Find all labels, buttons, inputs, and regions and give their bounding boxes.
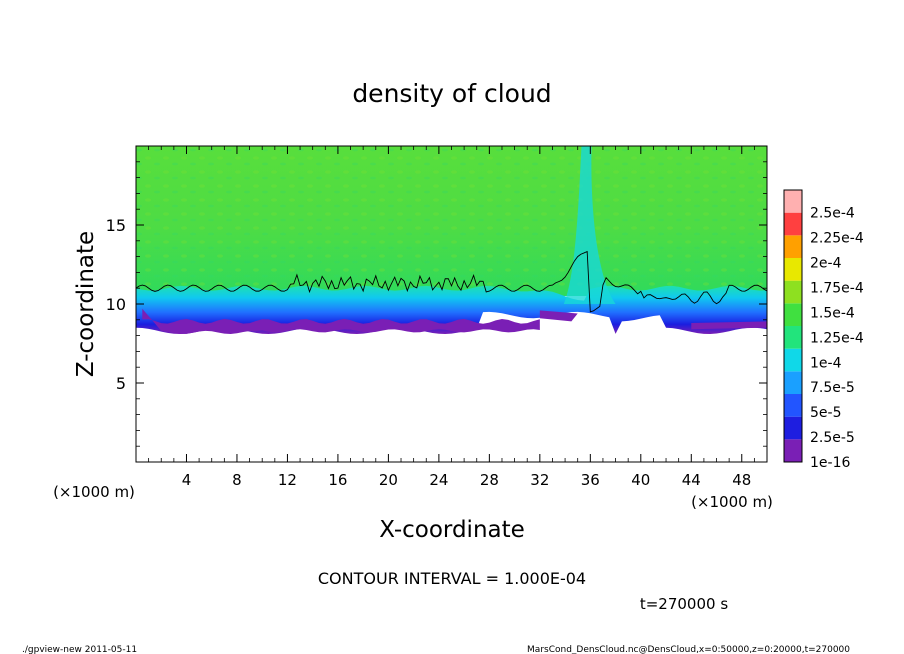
footer-left: ./gpview-new 2011-05-11 [22, 645, 137, 654]
colorbar-label: 1.75e-4 [810, 280, 864, 296]
x-axis-label: X-coordinate [379, 517, 525, 543]
colorbar-swatch [784, 416, 802, 440]
cloud-texture [136, 146, 767, 286]
x-tick-label: 8 [232, 471, 242, 489]
colorbar-label: 7.5e-5 [810, 380, 855, 396]
x-tick-label: 36 [581, 471, 600, 489]
x-tick-label: 44 [682, 471, 701, 489]
colorbar-label: 2e-4 [810, 256, 842, 272]
colorbar-swatch [784, 348, 802, 372]
colorbar-swatch [784, 303, 802, 326]
colorbar-label: 1.25e-4 [810, 330, 864, 346]
footer-right: MarsCond_DensCloud.nc@DensCloud,x=0:5000… [527, 645, 850, 654]
y-axis-ticks: 5 10 15 [106, 161, 767, 447]
cloud-base-layer [142, 308, 767, 334]
chart-title: density of cloud [352, 79, 551, 108]
y-tick-label: 15 [106, 216, 126, 235]
x-tick-label: 4 [182, 471, 192, 489]
cloud-top-contour [136, 250, 767, 313]
colorbar-label: 1e-16 [810, 455, 850, 471]
x-tick-label: 48 [732, 471, 751, 489]
y-axis-label: Z-coordinate [73, 231, 99, 377]
colorbar: 1e-16 2.5e-5 5e-5 7.5e-5 1e-4 1.25e-4 1.5e-4 1.… [783, 189, 864, 471]
colorbar-label: 2.25e-4 [810, 231, 864, 247]
plot-area [136, 146, 767, 335]
colorbar-label: 1e-4 [810, 355, 842, 371]
colorbar-swatch [784, 258, 802, 281]
colorbar-swatch [784, 326, 802, 349]
colorbar-label: 2.5e-5 [810, 430, 855, 446]
x-axis-unit: (×1000 m) [691, 493, 773, 511]
colorbar-label: 2.5e-4 [810, 206, 855, 222]
x-tick-label: 16 [328, 471, 347, 489]
x-tick-label: 24 [429, 471, 448, 489]
colorbar-label: 5e-5 [810, 405, 841, 421]
colorbar-swatch [784, 371, 802, 394]
x-tick-label: 32 [530, 471, 549, 489]
colorbar-label: 1.5e-4 [810, 305, 855, 321]
y-tick-label: 5 [116, 374, 126, 393]
x-tick-label: 28 [480, 471, 499, 489]
y-axis-unit: (×1000 m) [53, 483, 135, 501]
y-tick-label: 10 [106, 295, 126, 314]
x-axis-ticks: 4 8 12 16 20 24 28 32 36 40 44 48 [148, 146, 755, 489]
x-tick-label: 40 [631, 471, 650, 489]
x-tick-label: 12 [278, 471, 297, 489]
colorbar-swatch [784, 280, 802, 304]
colorbar-swatch [784, 394, 802, 417]
cloud-plume [563, 146, 616, 304]
x-tick-label: 20 [379, 471, 398, 489]
colorbar-swatch [784, 235, 802, 258]
colorbar-swatch [784, 190, 802, 213]
colorbar-swatch [784, 439, 802, 462]
time-stamp: t=270000 s [640, 595, 728, 613]
contour-interval-note: CONTOUR INTERVAL = 1.000E-04 [318, 569, 586, 588]
colorbar-swatch [784, 212, 802, 236]
colorbar-frame [783, 189, 803, 463]
